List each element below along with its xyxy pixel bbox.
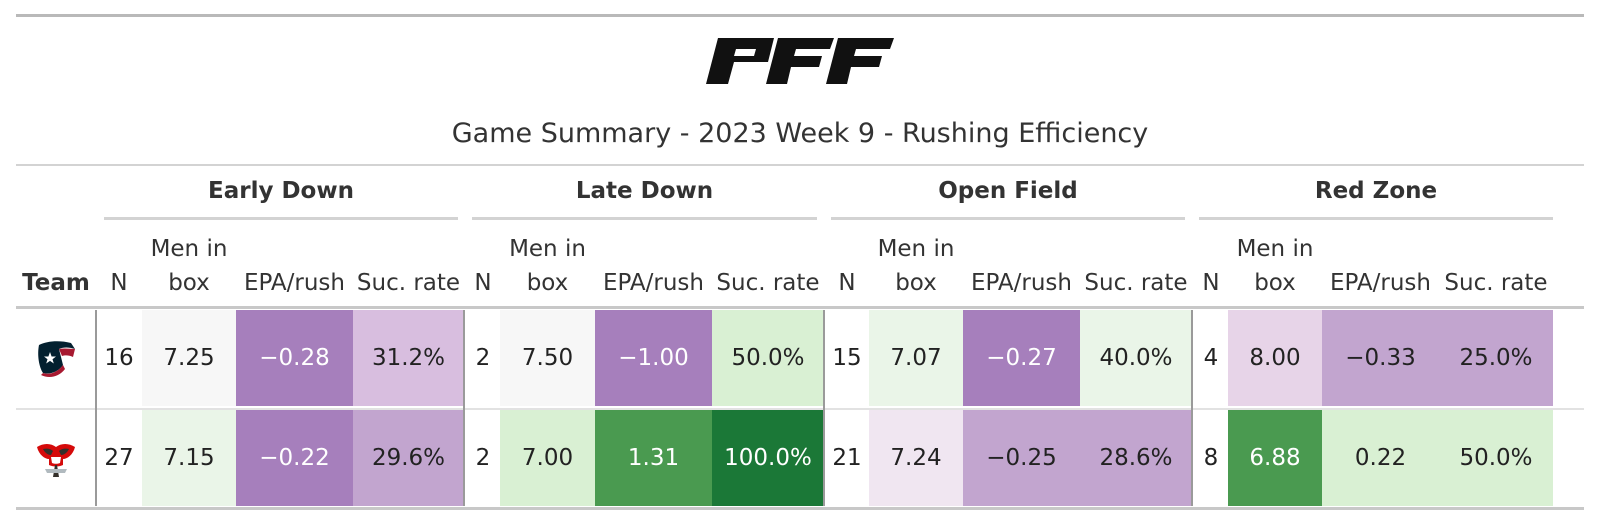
col-header-epa-rush: EPA/rush xyxy=(602,270,704,296)
red-epa-rush: −0.33 xyxy=(1322,310,1439,406)
early-men-in-box: 7.15 xyxy=(142,410,236,506)
open-epa-rush: −0.25 xyxy=(963,410,1080,506)
header-rule xyxy=(16,306,1584,309)
red-epa-rush: 0.22 xyxy=(1322,410,1439,506)
col-header-suc-rate: Suc. rate xyxy=(716,270,820,296)
early-epa-rush: −0.28 xyxy=(236,310,353,406)
red-n: 4 xyxy=(1203,345,1219,371)
col-header-suc-rate: Suc. rate xyxy=(356,270,461,296)
group-header-early-down: Early Down xyxy=(208,178,354,204)
open-epa-rush: −0.27 xyxy=(963,310,1080,406)
pff-logo xyxy=(706,38,894,84)
column-divider xyxy=(823,310,825,506)
open-men-in-box: 7.07 xyxy=(869,310,963,406)
late-men-in-box: 7.00 xyxy=(500,410,595,506)
column-divider xyxy=(95,310,97,506)
early-n: 27 xyxy=(104,445,134,471)
col-header-suc-rate: Suc. rate xyxy=(1444,270,1548,296)
buccaneers-logo-icon xyxy=(37,444,75,477)
group-header-late-down: Late Down xyxy=(575,178,714,204)
col-header-epa-rush: EPA/rush xyxy=(243,270,345,296)
late-n: 2 xyxy=(475,345,491,371)
red-n: 8 xyxy=(1203,445,1219,471)
open-n: 15 xyxy=(832,345,862,371)
group-underline xyxy=(831,217,1185,220)
column-divider xyxy=(463,310,465,506)
group-header-open-field: Open Field xyxy=(938,178,1078,204)
early-n: 16 xyxy=(104,345,134,371)
team-cell xyxy=(16,310,96,406)
table-title: Game Summary - 2023 Week 9 - Rushing Eff… xyxy=(451,118,1149,149)
col-header-team: Team xyxy=(22,270,90,296)
col-header-suc-rate: Suc. rate xyxy=(1084,270,1188,296)
col-header-n: N xyxy=(1202,270,1220,296)
table-row: 27 7.15 −0.22 29.6% 2 7.00 1.31 100.0% 2… xyxy=(16,410,1584,506)
early-epa-rush: −0.22 xyxy=(236,410,353,506)
open-men-in-box: 7.24 xyxy=(869,410,963,506)
open-suc-rate: 28.6% xyxy=(1080,410,1192,506)
col-header-men-in-box: Men in box xyxy=(1236,236,1314,296)
group-underline xyxy=(104,217,458,220)
column-divider xyxy=(1191,310,1193,506)
col-header-n: N xyxy=(474,270,492,296)
title-rule xyxy=(16,164,1584,166)
col-header-n: N xyxy=(838,270,856,296)
late-epa-rush: −1.00 xyxy=(595,310,712,406)
table-row: 16 7.25 −0.28 31.2% 2 7.50 −1.00 50.0% 1… xyxy=(16,310,1584,406)
bottom-rule xyxy=(16,507,1584,510)
red-men-in-box: 6.88 xyxy=(1228,410,1322,506)
group-underline xyxy=(472,217,817,220)
col-header-epa-rush: EPA/rush xyxy=(970,270,1072,296)
early-suc-rate: 29.6% xyxy=(353,410,464,506)
red-suc-rate: 25.0% xyxy=(1439,310,1553,406)
col-header-men-in-box: Men in box xyxy=(877,236,955,296)
late-epa-rush: 1.31 xyxy=(595,410,712,506)
late-men-in-box: 7.50 xyxy=(500,310,595,406)
texans-logo-icon xyxy=(38,341,75,377)
early-suc-rate: 31.2% xyxy=(353,310,464,406)
red-men-in-box: 8.00 xyxy=(1228,310,1322,406)
open-suc-rate: 40.0% xyxy=(1080,310,1192,406)
team-cell xyxy=(16,410,96,506)
col-header-epa-rush: EPA/rush xyxy=(1329,270,1431,296)
col-header-men-in-box: Men in box xyxy=(509,236,586,296)
open-n: 21 xyxy=(832,445,862,471)
col-header-men-in-box: Men in box xyxy=(150,236,228,296)
top-rule xyxy=(16,14,1584,17)
late-suc-rate: 100.0% xyxy=(712,410,824,506)
early-men-in-box: 7.25 xyxy=(142,310,236,406)
col-header-n: N xyxy=(110,270,128,296)
row-separator xyxy=(16,408,1584,410)
late-n: 2 xyxy=(475,445,491,471)
red-suc-rate: 50.0% xyxy=(1439,410,1553,506)
group-underline xyxy=(1199,217,1553,220)
group-header-red-zone: Red Zone xyxy=(1314,178,1438,204)
late-suc-rate: 50.0% xyxy=(712,310,824,406)
